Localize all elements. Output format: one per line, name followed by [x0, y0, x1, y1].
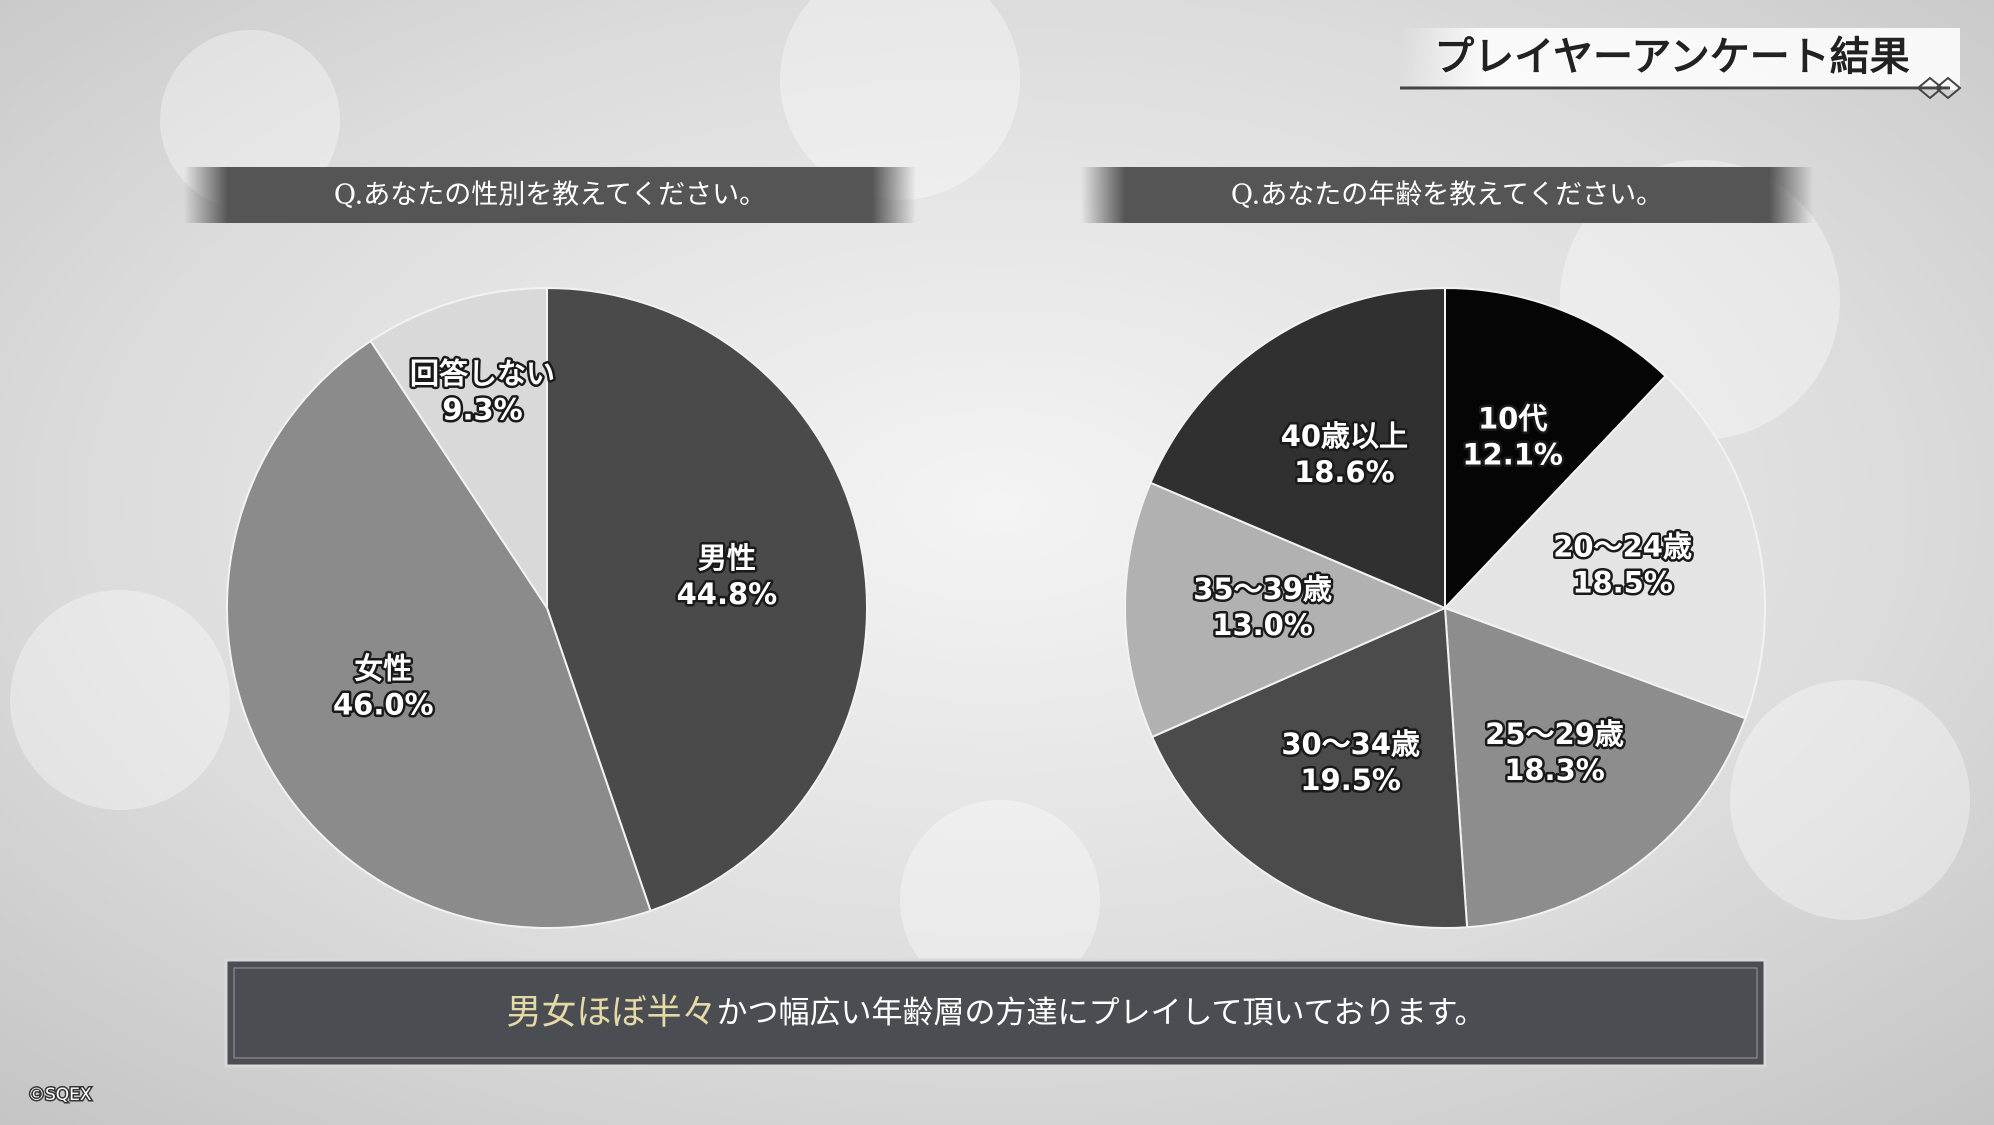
slice-category: 35〜39歳	[1193, 572, 1332, 606]
question-band	[1081, 167, 1813, 223]
copyright: ©SQEX	[28, 1085, 92, 1105]
slice-category: 回答しない	[410, 356, 555, 390]
pie-slice	[1149, 286, 1446, 610]
title-band	[1400, 28, 1960, 90]
slice-value-label: 18.3%	[1504, 753, 1605, 787]
pie-slice	[226, 339, 652, 929]
slice-category: 男性	[698, 541, 756, 575]
slice-value-label: 9.3%	[442, 392, 522, 426]
footer-highlight: 男女ほぼ半々	[506, 993, 716, 1033]
question-text: Q.あなたの年齢を教えてください。	[1231, 180, 1663, 211]
slice-value-label: 19.5%	[1300, 763, 1401, 797]
slice-value-label: 13.0%	[1212, 608, 1313, 642]
pie-slice	[369, 286, 548, 612]
slice-value-label: 18.6%	[1294, 455, 1395, 489]
slice-category: 25〜29歳	[1485, 717, 1624, 751]
footer-frame	[233, 967, 1758, 1059]
pie-slice	[1150, 606, 1469, 929]
slice-category: 40歳以上	[1281, 419, 1408, 453]
slice-value-label: 46.0%	[333, 687, 434, 721]
slice-value-label: 12.1%	[1462, 438, 1563, 472]
pie-slice	[546, 286, 868, 913]
question-band	[184, 167, 916, 223]
footer-text: かつ幅広い年齢層の方達にプレイして頂いております。	[716, 995, 1485, 1031]
footer-message: 男女ほぼ半々かつ幅広い年齢層の方達にプレイして頂いております。	[506, 993, 1485, 1033]
slice-category: 30〜34歳	[1281, 727, 1420, 761]
pie-slice	[1444, 286, 1667, 611]
pie-slice	[1124, 481, 1448, 739]
question-text: Q.あなたの性別を教えてください。	[334, 180, 766, 211]
title-ornament	[1916, 76, 1962, 100]
slice-category: 20〜24歳	[1553, 530, 1692, 564]
pie-slice	[1443, 374, 1766, 720]
slice-value-label: 18.5%	[1572, 566, 1673, 600]
bokeh	[10, 0, 1970, 1000]
footer-box	[224, 958, 1767, 1068]
slice-category: 10代	[1478, 402, 1547, 436]
pie-slice	[1443, 606, 1747, 929]
page-title: プレイヤーアンケート結果	[1434, 33, 1910, 80]
slice-value-label: 44.8%	[677, 577, 778, 611]
slice-category: 女性	[354, 651, 412, 685]
